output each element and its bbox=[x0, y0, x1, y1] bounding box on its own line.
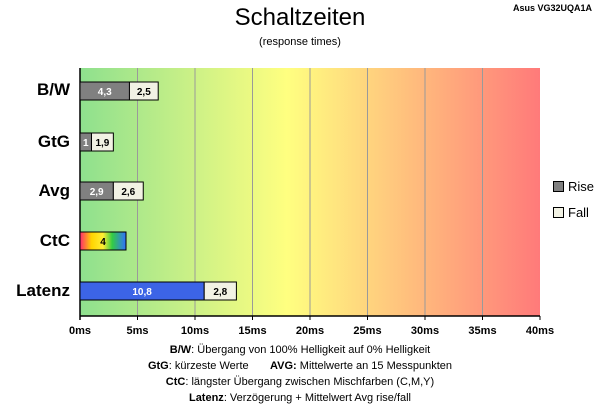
footnote-key: CtC bbox=[165, 376, 186, 388]
footnote-key: AVG: bbox=[270, 360, 297, 372]
chart-title: Schaltzeiten bbox=[234, 4, 366, 31]
bar-fall bbox=[128, 81, 159, 101]
x-tick-label: 5ms bbox=[126, 325, 149, 337]
x-tick-label: 25ms bbox=[353, 325, 382, 337]
footnote-text: Mittelwerte an 15 Messpunkten bbox=[296, 360, 453, 372]
x-tick-label: 30ms bbox=[410, 325, 440, 337]
legend-item-rise: Rise bbox=[553, 180, 594, 194]
footnote-key: Latenz bbox=[188, 392, 224, 404]
footnote-text: : Übergang von 100% Helligkeit auf 0% He… bbox=[191, 344, 431, 356]
category-label-ctc: CtC bbox=[39, 231, 70, 250]
bar-label-latenz-delay: 10,8 bbox=[132, 287, 152, 298]
footnote-bw: B/W: Übergang von 100% Helligkeit auf 0%… bbox=[0, 343, 600, 357]
footnote-latenz: Latenz: Verzögerung + Mittelwert Avg ris… bbox=[0, 391, 600, 405]
bars bbox=[79, 81, 237, 301]
category-label-latenz: Latenz bbox=[16, 281, 70, 300]
bar-ctc bbox=[79, 231, 127, 251]
x-tick-label: 0ms bbox=[68, 325, 92, 337]
x-tick-label: 15ms bbox=[238, 325, 267, 337]
footnote-text: : Verzögerung + Mittelwert Avg rise/fall bbox=[223, 392, 412, 404]
bar-labels: 4,3 2,5 1 1,9 2,9 2,6 4 10,8 2,8 bbox=[83, 87, 228, 298]
chart-subtitle: (response times) bbox=[259, 36, 341, 48]
footnote-gtg-avg: GtG: kürzeste Werte AVG: Mittelwerte an … bbox=[0, 359, 600, 373]
legend-label-fall: Fall bbox=[568, 205, 589, 220]
footnote-text: : längster Übergang zwischen Mischfarben… bbox=[185, 376, 435, 388]
footnote-ctc: CtC: längster Übergang zwischen Mischfar… bbox=[0, 375, 600, 389]
bar-label-fall: 2,5 bbox=[137, 87, 151, 98]
legend-swatch-fall bbox=[553, 207, 564, 218]
bar-fall bbox=[112, 181, 144, 201]
legend-swatch-rise bbox=[553, 181, 564, 192]
legend-item-fall: Fall bbox=[553, 206, 589, 220]
category-label-bw: B/W bbox=[36, 80, 70, 99]
category-label-gtg: GtG bbox=[37, 132, 70, 151]
x-tick-label: 40ms bbox=[525, 325, 555, 337]
monitor-model: Asus VG32UQA1A bbox=[512, 3, 592, 13]
bar-label-fall: 2,6 bbox=[121, 187, 135, 198]
legend-label-rise: Rise bbox=[568, 179, 595, 194]
footnote-key: B/W bbox=[169, 344, 192, 356]
bar-label-fall: 1,9 bbox=[95, 138, 109, 149]
bar-label-fall: 2,8 bbox=[213, 287, 227, 298]
footnote-text: : kürzeste Werte bbox=[168, 360, 249, 372]
x-tick-label: 10ms bbox=[180, 325, 210, 337]
bar-label-rise: 1 bbox=[83, 138, 89, 149]
x-tick-label: 35ms bbox=[468, 325, 497, 337]
bar-label-ctc: 4 bbox=[100, 237, 106, 248]
grid-lines bbox=[79, 68, 541, 320]
bar-fall bbox=[91, 132, 114, 152]
x-tick-label: 20ms bbox=[295, 325, 325, 337]
bar-label-rise: 2,9 bbox=[90, 187, 104, 198]
footnote-key: GtG bbox=[147, 360, 169, 372]
bar-label-rise: 4,3 bbox=[98, 87, 112, 98]
bar-fall bbox=[203, 281, 237, 301]
category-label-avg: Avg bbox=[38, 181, 71, 200]
